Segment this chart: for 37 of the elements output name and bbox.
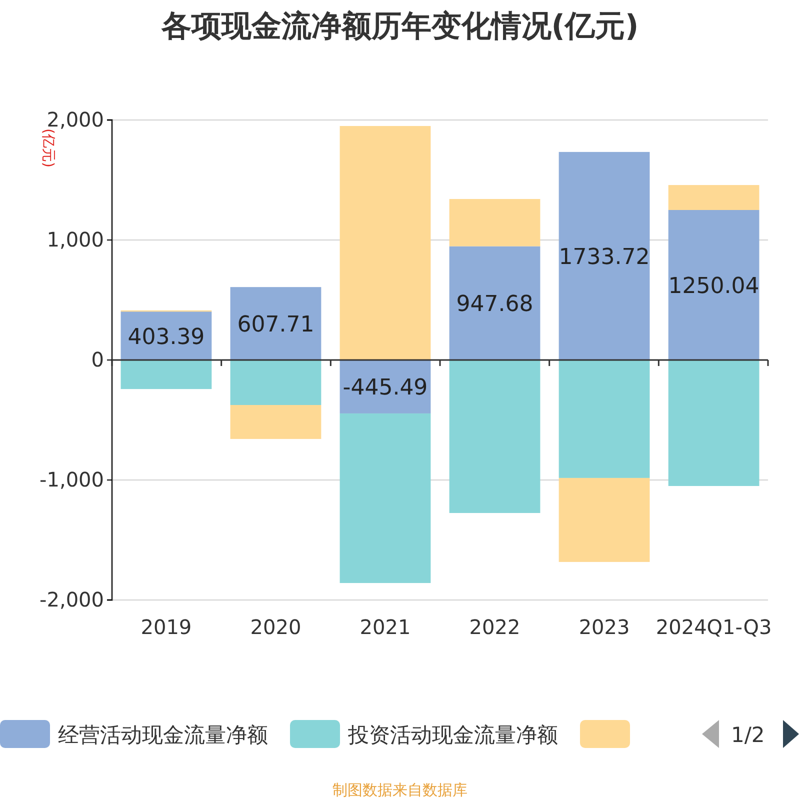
- data-label: 947.68: [456, 292, 534, 318]
- x-tick-label: 2021: [360, 615, 411, 639]
- bar: [230, 287, 322, 360]
- bar: [668, 185, 760, 210]
- data-label: -445.49: [342, 376, 428, 401]
- y-axis-title: (亿元): [40, 128, 56, 168]
- data-label: 403.39: [128, 324, 205, 350]
- bar: [340, 413, 431, 584]
- bar: [449, 199, 540, 246]
- bar: [120, 360, 212, 390]
- x-tick-label: 2022: [469, 615, 520, 639]
- x-tick-label: 2019: [140, 615, 192, 639]
- bar: [230, 405, 322, 439]
- data-label: 607.71: [237, 312, 314, 338]
- y-tick-label: -2,000: [40, 587, 104, 612]
- legend-label: 投资活动现金流量净额: [347, 723, 558, 747]
- y-tick-label: 1,000: [46, 227, 104, 252]
- bar: [558, 152, 650, 360]
- y-tick-label: -1,000: [40, 467, 104, 492]
- bar: [558, 360, 650, 478]
- bar: [449, 246, 540, 360]
- bar: [449, 360, 540, 513]
- x-tick-label: 2024Q1-Q3: [656, 615, 772, 639]
- legend-label: 经营活动现金流量净额: [58, 723, 268, 747]
- chart-title: 各项现金流净额历年变化情况(亿元): [160, 9, 639, 44]
- text: 制图数据来自数据库: [332, 781, 468, 799]
- bar: [668, 360, 760, 486]
- y-tick-label: 0: [91, 347, 104, 372]
- data-label: 1733.72: [558, 244, 650, 270]
- bar: [668, 210, 760, 360]
- x-tick-label: 2023: [578, 615, 630, 639]
- text: 1/2: [731, 723, 765, 747]
- bar: [340, 126, 431, 360]
- data-label: 1250.04: [668, 274, 760, 299]
- bar: [230, 360, 322, 405]
- bar: [558, 478, 650, 562]
- x-tick-label: 2020: [250, 615, 302, 639]
